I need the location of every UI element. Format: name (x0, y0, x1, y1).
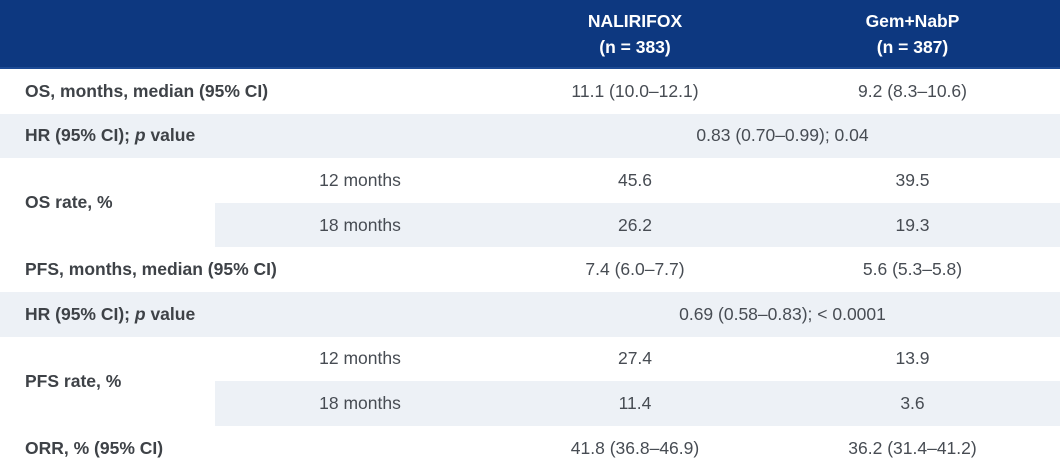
os-rate-12mo-gem-nabp-value: 39.5 (895, 169, 930, 190)
col-header-nalirifox: NALIRIFOX (n = 383) (505, 0, 765, 69)
p-value-symbol: p (134, 125, 146, 146)
pfs-rate-12mo-nalirifox-value: 27.4 (617, 348, 653, 369)
header-row: NALIRIFOX (n = 383) Gem+NabP (n = 387) (0, 0, 1060, 69)
orr-nalirifox-value: 41.8 (36.8–46.9) (570, 437, 700, 458)
os-hr-value: 0.83 (0.70–0.99); 0.04 (505, 113, 1060, 159)
os-rate-12mo-sublabel: 12 months (319, 169, 401, 190)
os-rate-18mo-gem-nabp-value: 19.3 (765, 202, 1060, 248)
row-pfs-rate-12mo: PFS rate, % 12 months 27.4 13.9 (0, 337, 1060, 390)
col-header-gem-nabp: Gem+NabP (n = 387) (765, 0, 1060, 69)
row-os-rate-12mo: OS rate, % 12 months 45.6 39.5 (0, 158, 1060, 212)
pfs-hr-value: 0.69 (0.58–0.83); < 0.0001 (505, 291, 1060, 337)
pfs-median-label: PFS, months, median (95% CI) (25, 259, 277, 280)
os-rate-label: OS rate, % (25, 192, 113, 213)
header-empty-cell (0, 0, 505, 69)
orr-gem-nabp-value: 36.2 (31.4–41.2) (848, 437, 977, 458)
pfs-rate-18mo-sublabel: 18 months (215, 381, 505, 426)
col-header-nalirifox-n: (n = 383) (599, 36, 671, 57)
col-header-gem-nabp-n: (n = 387) (876, 36, 949, 57)
pfs-rate-label: PFS rate, % (25, 370, 122, 391)
pfs-median-nalirifox-value: 7.4 (6.0–7.7) (585, 259, 685, 280)
orr-label: ORR, % (95% CI) (25, 437, 164, 458)
col-header-gem-nabp-name: Gem+NabP (865, 10, 960, 31)
os-rate-12mo-nalirifox-value: 45.6 (617, 169, 653, 190)
os-median-nalirifox-value: 11.1 (10.0–12.1) (571, 80, 699, 101)
os-rate-18mo-sublabel: 18 months (215, 202, 505, 248)
row-os-hr: HR (95% CI); p value 0.83 (0.70–0.99); 0… (0, 113, 1060, 159)
row-pfs-median: PFS, months, median (95% CI) 7.4 (6.0–7.… (0, 247, 1060, 292)
col-header-nalirifox-name: NALIRIFOX (587, 10, 683, 31)
pfs-median-gem-nabp-value: 5.6 (5.3–5.8) (862, 259, 963, 280)
os-hr-label: HR (95% CI); p value (0, 113, 505, 159)
row-pfs-hr: HR (95% CI); p value 0.69 (0.58–0.83); <… (0, 291, 1060, 337)
pfs-rate-18mo-gem-nabp-value: 3.6 (765, 381, 1060, 426)
pfs-rate-18mo-nalirifox-value: 11.4 (505, 381, 765, 426)
pfs-rate-12mo-gem-nabp-value: 13.9 (895, 348, 930, 369)
pfs-rate-12mo-sublabel: 12 months (319, 348, 401, 369)
os-median-gem-nabp-value: 9.2 (8.3–10.6) (858, 80, 967, 101)
row-os-median: OS, months, median (95% CI) 11.1 (10.0–1… (0, 68, 1060, 114)
p-value-symbol: p (134, 303, 146, 324)
os-median-label: OS, months, median (95% CI) (25, 80, 269, 101)
row-orr: ORR, % (95% CI) 41.8 (36.8–46.9) 36.2 (3… (0, 426, 1060, 469)
row-os-rate-18mo: 18 months 26.2 19.3 (0, 202, 1060, 248)
os-rate-18mo-nalirifox-value: 26.2 (505, 202, 765, 248)
row-pfs-rate-18mo: 18 months 11.4 3.6 (0, 381, 1060, 426)
pfs-hr-label: HR (95% CI); p value (0, 291, 505, 337)
